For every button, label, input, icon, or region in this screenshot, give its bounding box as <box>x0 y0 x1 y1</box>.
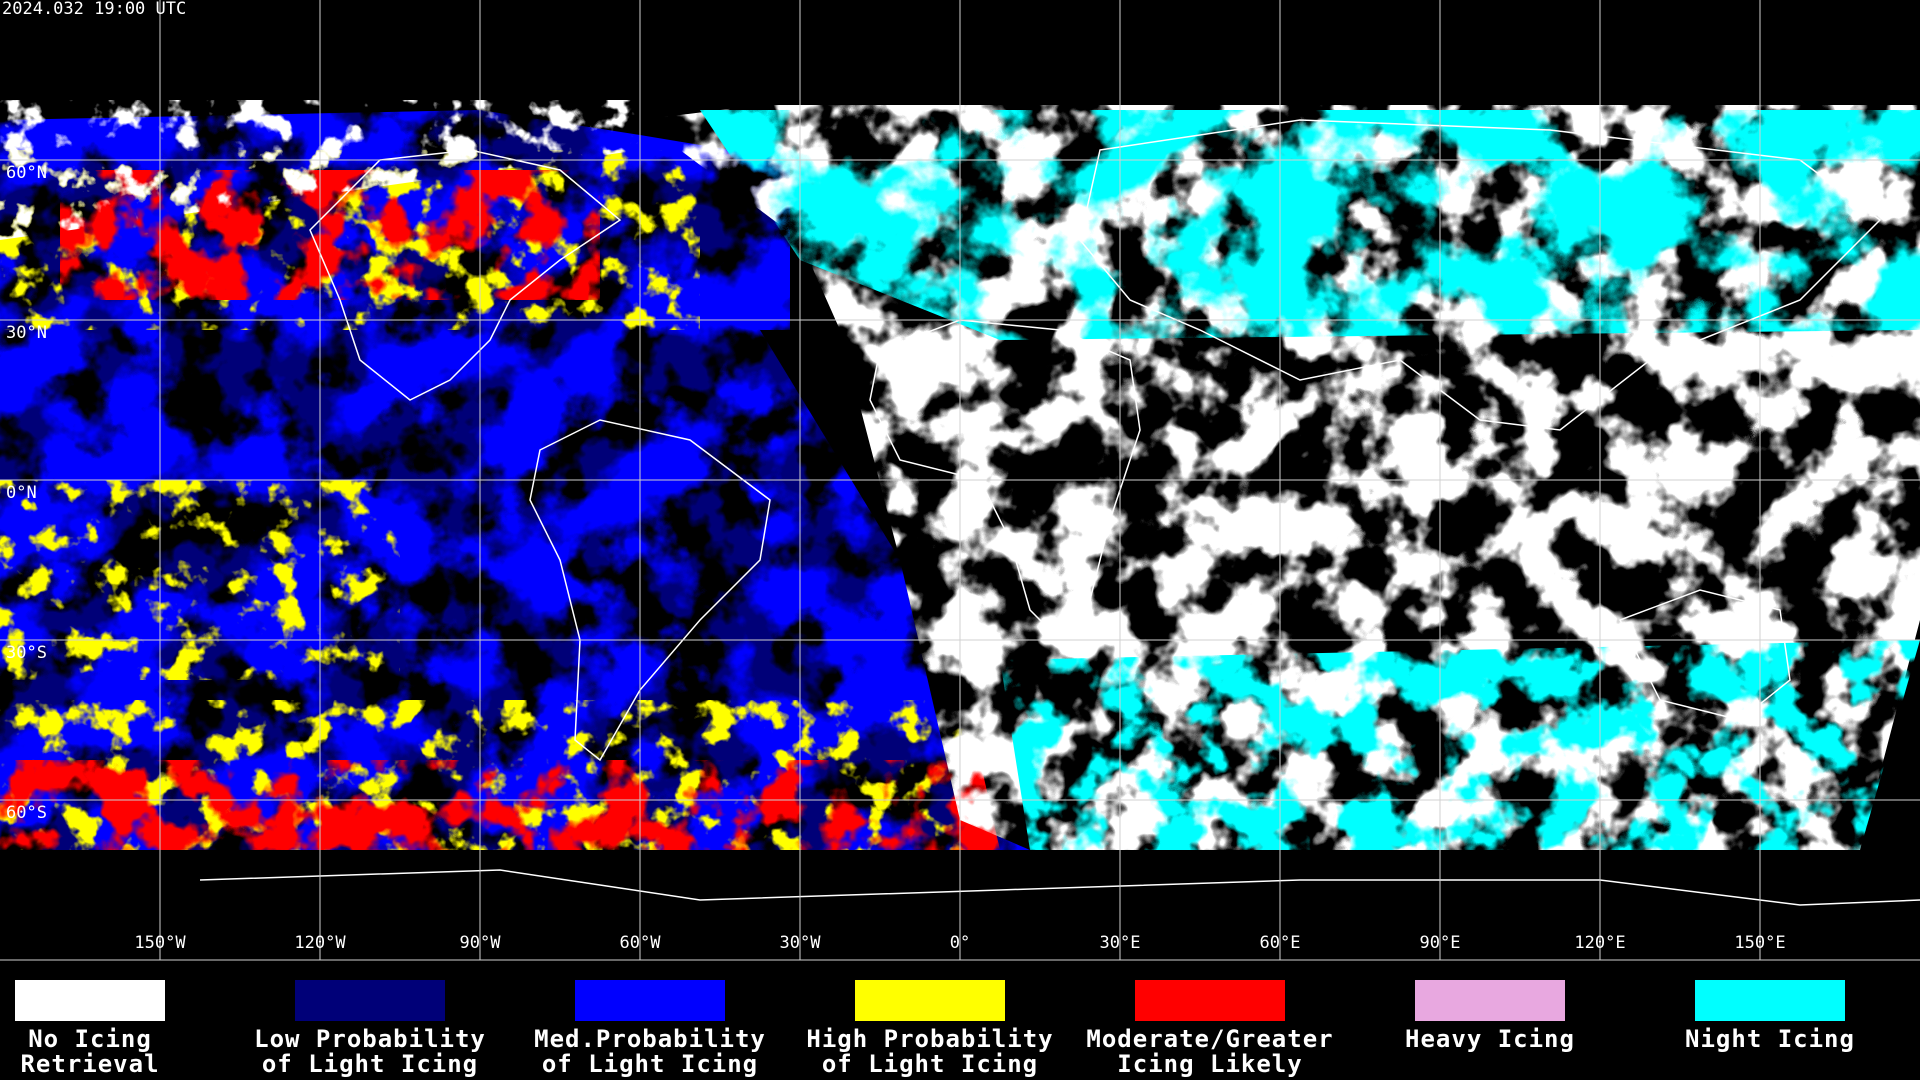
legend-label: of Light Icing <box>542 1050 758 1078</box>
lon-label: 60°W <box>620 933 662 953</box>
lon-label: 120°E <box>1574 933 1625 953</box>
legend-label: No Icing <box>28 1025 152 1053</box>
lat-label: 30°N <box>6 323 47 343</box>
legend-swatch <box>295 980 445 1021</box>
legend-label: Retrieval <box>20 1050 159 1078</box>
legend-label: Low Probability <box>254 1025 486 1053</box>
lon-label: 0° <box>950 933 970 953</box>
legend-label: of Light Icing <box>822 1050 1038 1078</box>
lat-label: 60°N <box>6 163 47 183</box>
lon-label: 60°E <box>1260 933 1301 953</box>
legend-swatch <box>15 980 165 1021</box>
legend-label: Heavy Icing <box>1405 1025 1575 1053</box>
legend-label: Icing Likely <box>1117 1050 1302 1078</box>
legend-swatch <box>1415 980 1565 1021</box>
timestamp: 2024.032 19:00 UTC <box>2 0 186 19</box>
lon-label: 150°E <box>1734 933 1785 953</box>
lon-label: 90°W <box>460 933 502 953</box>
lon-label: 90°E <box>1420 933 1461 953</box>
lon-label: 30°E <box>1100 933 1141 953</box>
lat-label: 0°N <box>6 483 37 503</box>
legend-label: Med.Probability <box>534 1025 766 1053</box>
legend-label: Night Icing <box>1685 1025 1855 1053</box>
lat-label: 60°S <box>6 803 47 823</box>
legend-swatch <box>1135 980 1285 1021</box>
legend-label: Moderate/Greater <box>1086 1025 1333 1053</box>
lat-label: 30°S <box>6 643 47 663</box>
legend-swatch <box>855 980 1005 1021</box>
lon-label: 120°W <box>294 933 346 953</box>
graticule: 150°W 120°W 90°W 60°W 30°W 0° 30°E 60°E 90°E 120°… <box>0 0 1920 961</box>
legend-swatch <box>1695 980 1845 1021</box>
legend-label: of Light Icing <box>262 1050 478 1078</box>
legend-swatch <box>575 980 725 1021</box>
lon-label: 150°W <box>134 933 186 953</box>
lon-label: 30°W <box>780 933 822 953</box>
legend-label: High Probability <box>806 1025 1053 1053</box>
